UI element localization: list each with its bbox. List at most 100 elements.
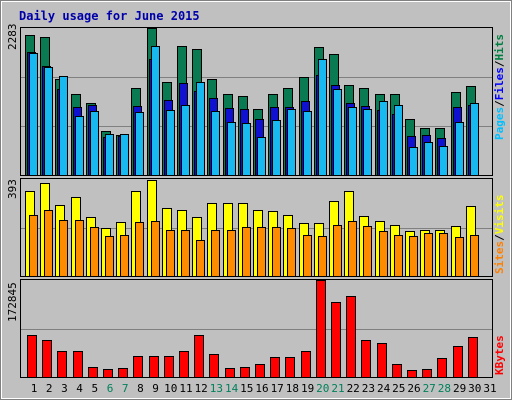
x-tick-label-14: 14 xyxy=(225,382,239,395)
bar-kbytes-day-11 xyxy=(179,351,189,378)
bar-pages-day-30 xyxy=(470,103,479,176)
panel-kbytes-ymax-label: 172845 xyxy=(6,282,19,322)
x-tick-label-21: 21 xyxy=(331,382,344,395)
bar-sites-day-30 xyxy=(470,235,479,277)
bar-kbytes-day-5 xyxy=(88,367,98,378)
bar-sites-day-3 xyxy=(59,220,68,277)
bar-pages-day-18 xyxy=(287,109,296,176)
bar-sites-day-15 xyxy=(242,227,251,277)
panel-kbytes-background xyxy=(20,279,493,378)
bar-sites-day-4 xyxy=(75,220,84,277)
bar-pages-day-14 xyxy=(227,122,236,176)
bar-kbytes-day-4 xyxy=(73,351,83,378)
bar-sites-day-12 xyxy=(196,240,205,277)
x-tick-label-6: 6 xyxy=(107,382,114,395)
x-tick-label-26: 26 xyxy=(407,382,420,395)
bar-sites-day-20 xyxy=(318,236,327,277)
chart-title: Daily usage for June 2015 xyxy=(19,9,200,23)
bar-pages-day-26 xyxy=(409,147,418,176)
legend-item-pages: Pages xyxy=(493,107,506,140)
legend-panel-hits-files-pages: Pages/Files/Hits xyxy=(493,34,506,140)
bar-sites-day-25 xyxy=(394,235,403,277)
bar-sites-day-11 xyxy=(181,230,190,277)
bar-kbytes-day-6 xyxy=(103,369,113,378)
legend-item-kbytes: KBytes xyxy=(493,335,506,375)
x-tick-label-18: 18 xyxy=(286,382,299,395)
bar-pages-day-27 xyxy=(424,142,433,176)
bar-pages-day-20 xyxy=(318,59,327,176)
x-tick-label-22: 22 xyxy=(347,382,360,395)
bar-pages-day-8 xyxy=(135,112,144,176)
bar-kbytes-day-13 xyxy=(209,354,219,378)
bar-pages-day-13 xyxy=(211,111,220,176)
bar-kbytes-day-3 xyxy=(57,351,67,378)
bar-marks xyxy=(25,28,479,378)
x-tick-label-15: 15 xyxy=(240,382,253,395)
x-tick-label-10: 10 xyxy=(164,382,177,395)
bar-sites-day-1 xyxy=(29,215,38,277)
bar-kbytes-day-24 xyxy=(377,343,387,378)
x-tick-label-30: 30 xyxy=(468,382,481,395)
x-tick-label-2: 2 xyxy=(46,382,53,395)
bar-sites-day-28 xyxy=(439,233,448,277)
bar-pages-day-21 xyxy=(333,89,342,176)
bar-kbytes-day-21 xyxy=(331,302,341,378)
bar-kbytes-day-2 xyxy=(42,340,52,378)
legend-separator: / xyxy=(493,234,506,241)
bar-kbytes-day-8 xyxy=(133,356,143,378)
bar-sites-day-13 xyxy=(211,230,220,277)
legend-item-visits: Visits xyxy=(493,195,506,235)
bar-kbytes-day-27 xyxy=(422,369,432,378)
legend-separator: / xyxy=(493,60,506,67)
x-tick-label-28: 28 xyxy=(438,382,451,395)
bar-kbytes-day-29 xyxy=(453,346,463,378)
bar-sites-day-7 xyxy=(120,235,129,277)
bar-kbytes-day-12 xyxy=(194,335,204,378)
bar-pages-day-12 xyxy=(196,82,205,176)
bar-sites-day-29 xyxy=(455,237,464,277)
x-tick-label-23: 23 xyxy=(362,382,375,395)
bar-pages-day-5 xyxy=(90,111,99,176)
panel-hits-ymax-label: 2283 xyxy=(6,24,19,51)
bar-pages-day-1 xyxy=(29,53,38,176)
bar-sites-day-21 xyxy=(333,225,342,277)
bar-pages-day-25 xyxy=(394,105,403,176)
bar-kbytes-day-15 xyxy=(240,367,250,378)
bar-kbytes-day-7 xyxy=(118,368,128,378)
x-tick-label-29: 29 xyxy=(453,382,466,395)
x-tick-label-31: 31 xyxy=(483,382,496,395)
bar-pages-day-3 xyxy=(59,76,68,176)
bar-sites-day-9 xyxy=(151,221,160,277)
panel-visits-ymax-label: 393 xyxy=(6,179,19,199)
x-tick-label-7: 7 xyxy=(122,382,129,395)
bar-sites-day-24 xyxy=(379,231,388,277)
bar-pages-day-9 xyxy=(151,46,160,176)
legend-item-files: Files xyxy=(493,67,506,100)
legend-separator: / xyxy=(493,100,506,107)
bar-sites-day-5 xyxy=(90,227,99,277)
bar-sites-day-22 xyxy=(348,221,357,277)
bar-kbytes-day-22 xyxy=(346,296,356,378)
bar-sites-day-10 xyxy=(166,230,175,277)
bar-pages-day-10 xyxy=(166,110,175,176)
bar-kbytes-day-14 xyxy=(225,368,235,378)
x-tick-label-19: 19 xyxy=(301,382,314,395)
bar-sites-day-6 xyxy=(105,236,114,277)
bar-kbytes-day-20 xyxy=(316,280,326,378)
x-tick-label-4: 4 xyxy=(76,382,83,395)
bar-sites-day-23 xyxy=(363,226,372,277)
bar-kbytes-day-25 xyxy=(392,364,402,378)
x-tick-label-16: 16 xyxy=(255,382,268,395)
bar-kbytes-day-18 xyxy=(285,357,295,378)
bar-pages-day-16 xyxy=(257,137,266,176)
x-tick-label-12: 12 xyxy=(195,382,208,395)
x-tick-label-27: 27 xyxy=(423,382,436,395)
x-axis-tick-labels: 1 2 3 4 5 6 7 8 9 10 11 12 13 14 15 16 17 18 19 20 21 22 23 24 2… xyxy=(31,382,497,395)
bar-kbytes-day-17 xyxy=(270,357,280,378)
bar-pages-day-22 xyxy=(348,107,357,176)
bar-kbytes-day-30 xyxy=(468,337,478,378)
